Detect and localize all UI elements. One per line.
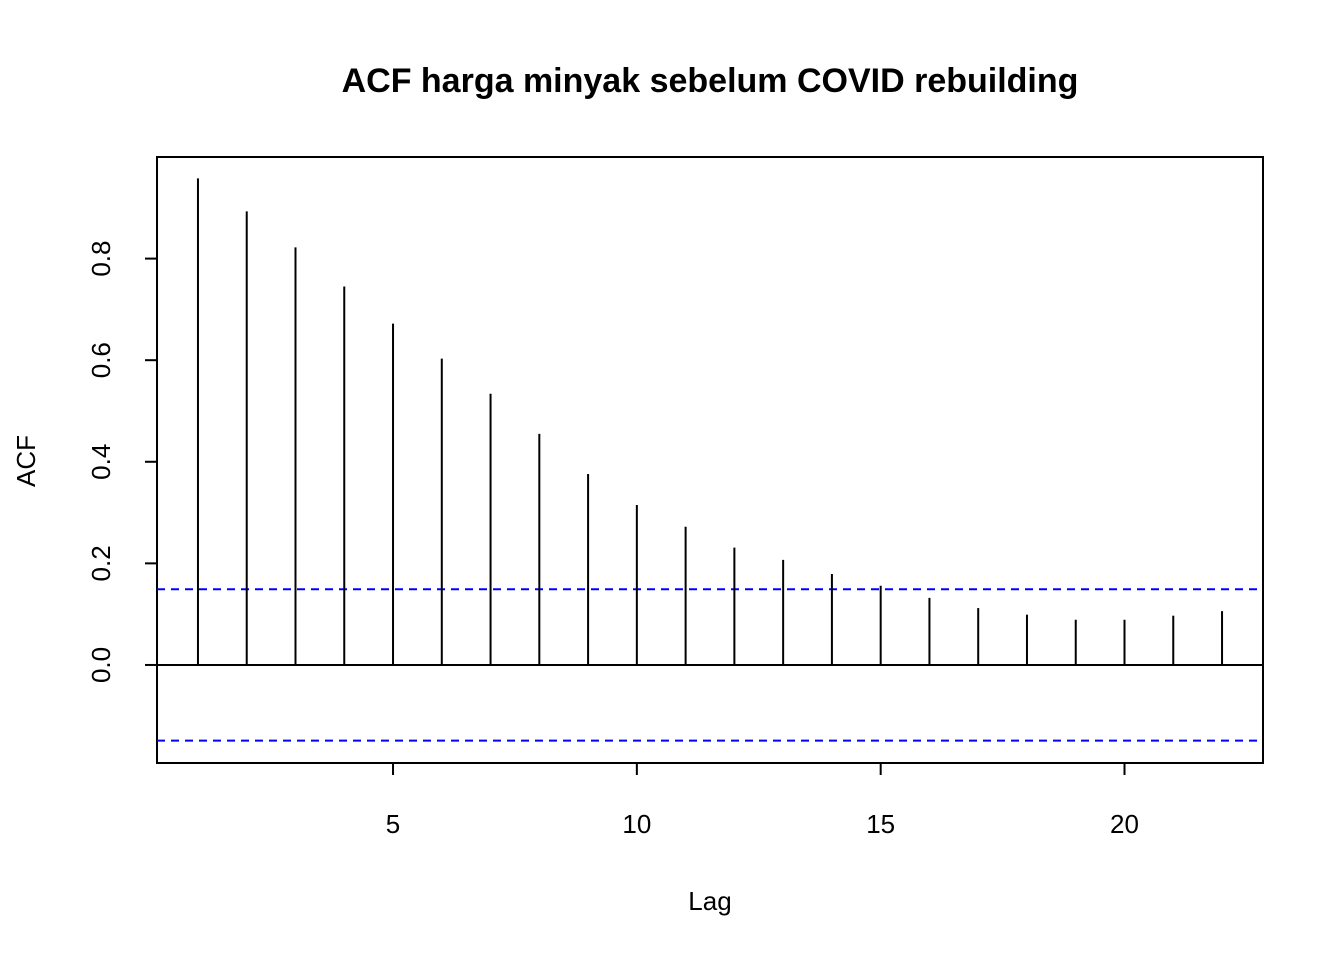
x-axis-label: Lag (688, 886, 731, 916)
y-axis-label: ACF (11, 435, 41, 487)
x-tick-label: 15 (866, 809, 895, 839)
y-tick-label: 0.0 (86, 647, 116, 683)
x-tick-label: 20 (1110, 809, 1139, 839)
x-tick-label: 10 (622, 809, 651, 839)
y-tick-label: 0.8 (86, 241, 116, 277)
x-tick-label: 5 (386, 809, 400, 839)
chart-title: ACF harga minyak sebelum COVID rebuildin… (342, 62, 1079, 100)
plot-box (156, 156, 1264, 764)
y-tick-label: 0.6 (86, 342, 116, 378)
y-tick-label: 0.2 (86, 545, 116, 581)
y-tick-label: 0.4 (86, 444, 116, 480)
